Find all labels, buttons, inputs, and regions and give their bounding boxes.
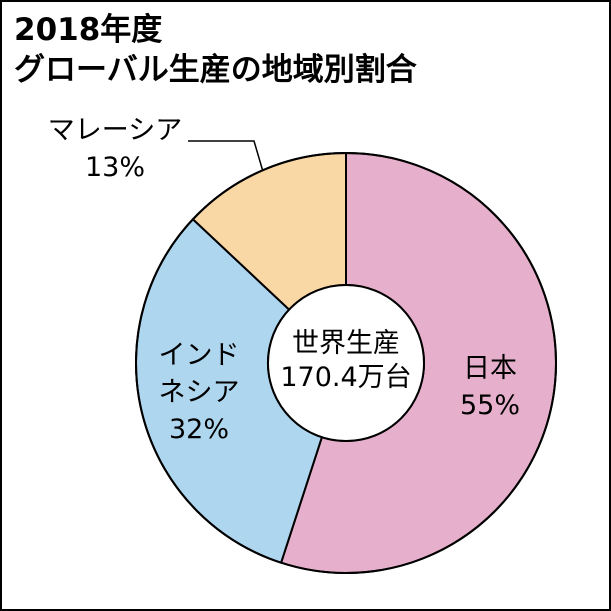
slice-label-1: インドネシア 32% xyxy=(159,340,240,445)
title-line-1: 2018年度 xyxy=(14,12,163,48)
leader-line xyxy=(188,140,264,171)
slice-label-1-line: ネシア xyxy=(159,377,240,408)
slice-label-2: マレーシア 13% xyxy=(48,115,182,183)
donut-hole xyxy=(267,284,425,442)
title-line-2: グローバル生産の地域別割合 xyxy=(14,52,417,88)
slice-label-2-line: マレーシア xyxy=(48,115,182,146)
slice-label-1-line: インド xyxy=(159,340,240,371)
chart-title: 2018年度 グローバル生産の地域別割合 xyxy=(14,10,417,90)
slice-label-2-line: 13% xyxy=(85,152,145,183)
center-label-line: 世界生産 xyxy=(292,328,400,359)
slice-label-0-line: 55% xyxy=(460,390,520,421)
center-label-line: 170.4万台 xyxy=(280,362,411,393)
slice-label-1-line: 32% xyxy=(169,414,229,445)
center-label: 世界生産 170.4万台 xyxy=(280,328,411,393)
slice-label-0: 日本 55% xyxy=(460,353,520,421)
donut-outer-ring xyxy=(135,152,557,574)
slice-label-0-line: 日本 xyxy=(463,353,517,384)
